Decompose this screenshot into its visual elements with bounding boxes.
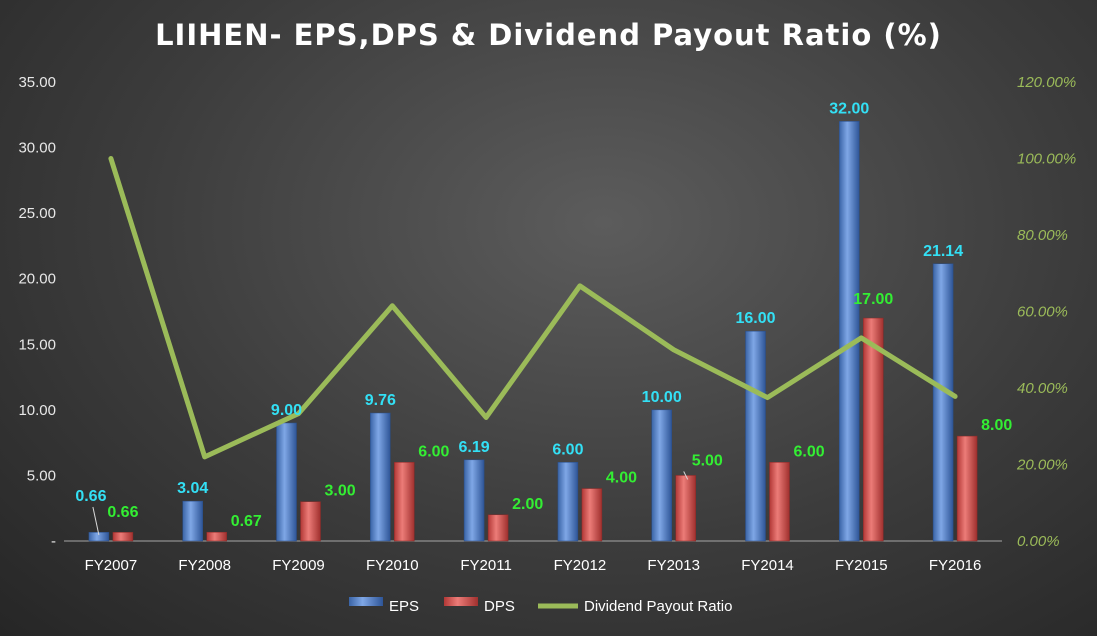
dps-bar (300, 501, 321, 542)
x-tick-label: FY2013 (647, 557, 700, 574)
x-tick-label: FY2007 (85, 557, 138, 574)
x-tick-label: FY2015 (835, 557, 888, 574)
eps-data-label: 21.14 (923, 243, 963, 260)
dps-bar (112, 532, 134, 542)
eps-data-label: 6.00 (552, 441, 583, 458)
eps-bar (182, 500, 203, 542)
x-tick-label: FY2016 (929, 557, 982, 574)
y-right-tick-label: 40.00% (1017, 380, 1068, 397)
dps-bar (487, 514, 509, 542)
x-tick-label: FY2011 (460, 557, 511, 574)
dps-data-label: 6.00 (418, 443, 449, 460)
x-tick-label: FY2010 (366, 557, 419, 574)
eps-data-label: 9.76 (365, 392, 396, 409)
dps-data-label: 2.00 (512, 496, 543, 513)
eps-data-label: 16.00 (735, 310, 775, 327)
x-tick-label: FY2009 (272, 557, 325, 574)
legend-dps-swatch (444, 597, 478, 606)
legend-dps-label: DPS (484, 598, 515, 615)
dps-data-label: 4.00 (606, 470, 637, 487)
legend-payout-label: Dividend Payout Ratio (584, 598, 732, 615)
dps-label-leader-line (683, 471, 689, 480)
dps-bar (956, 435, 978, 542)
x-tick-label: FY2014 (741, 557, 794, 574)
dps-bar (675, 475, 696, 542)
eps-bar (651, 409, 672, 542)
eps-data-label: 0.66 (75, 488, 106, 505)
dps-data-label: 17.00 (853, 291, 893, 308)
y-left-tick-label: 10.00 (18, 402, 56, 419)
eps-bar (276, 422, 297, 542)
eps-data-label: 10.00 (642, 389, 682, 406)
eps-bar (370, 412, 391, 542)
eps-bar (745, 330, 766, 542)
y-right-tick-label: 60.00% (1017, 304, 1068, 321)
eps-bar (88, 532, 110, 542)
dps-bar (769, 462, 790, 542)
y-left-tick-label: 35.00 (18, 74, 56, 91)
payout-ratio-line (108, 156, 958, 460)
dps-data-label: 0.66 (107, 504, 138, 521)
eps-data-label: 9.00 (271, 402, 302, 419)
y-left-tick-label: 20.00 (18, 271, 56, 288)
y-left-tick-label: - (51, 533, 56, 550)
x-tick-label: FY2012 (554, 557, 607, 574)
eps-data-label: 6.19 (459, 439, 490, 456)
dps-data-label: 5.00 (692, 452, 723, 469)
y-right-tick-label: 120.00% (1017, 74, 1076, 91)
legend-eps-label: EPS (389, 598, 419, 615)
dps-bar (581, 488, 603, 542)
dps-bar (863, 317, 884, 542)
y-left-tick-label: 5.00 (27, 467, 56, 484)
eps-data-label: 32.00 (829, 100, 869, 117)
eps-data-label: 3.04 (177, 480, 208, 497)
y-right-tick-label: 80.00% (1017, 227, 1068, 244)
eps-label-leader-line (92, 506, 100, 536)
y-right-tick-label: 20.00% (1016, 457, 1068, 474)
x-tick-label: FY2008 (178, 557, 231, 574)
y-right-tick-label: 0.00% (1017, 533, 1060, 550)
legend-eps-swatch (349, 597, 383, 606)
eps-bar (839, 121, 860, 542)
dps-data-label: 3.00 (325, 483, 356, 500)
y-left-tick-label: 15.00 (18, 336, 56, 353)
dps-data-label: 6.00 (794, 443, 825, 460)
dps-data-label: 8.00 (981, 417, 1012, 434)
chart-title: LIIHEN- EPS,DPS & Dividend Payout Ratio … (155, 18, 942, 52)
eps-bar (932, 263, 954, 542)
eps-bar (463, 459, 485, 542)
dps-data-label: 0.67 (231, 513, 262, 530)
y-left-tick-label: 25.00 (18, 205, 56, 222)
y-left-tick-label: 30.00 (18, 140, 56, 157)
y-right-tick-label: 100.00% (1017, 151, 1076, 168)
dps-bar (206, 531, 227, 542)
eps-bar (557, 462, 579, 542)
dps-bar (394, 462, 415, 542)
